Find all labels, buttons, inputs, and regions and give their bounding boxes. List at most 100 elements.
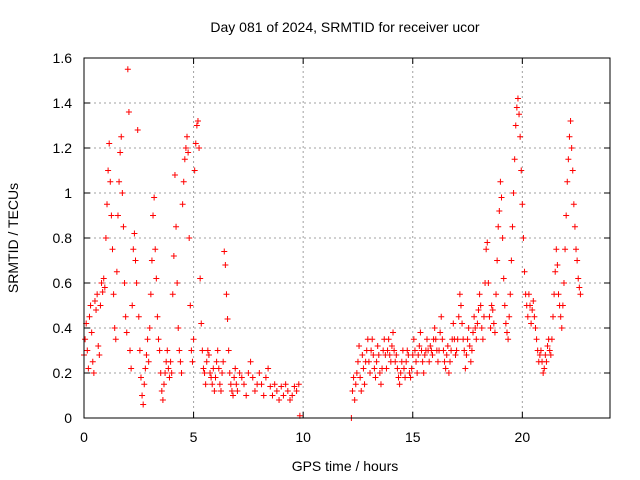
- data-point: [162, 370, 169, 376]
- data-point: [177, 358, 184, 365]
- data-point: [353, 370, 360, 376]
- y-tick-label: 0.8: [53, 230, 73, 246]
- data-point: [391, 347, 398, 354]
- data-point: [564, 178, 571, 185]
- data-point: [170, 253, 177, 259]
- data-point: [528, 320, 535, 327]
- data-point: [514, 95, 521, 102]
- data-point: [565, 156, 572, 163]
- data-point: [421, 352, 428, 358]
- data-point: [453, 347, 460, 354]
- data-point: [559, 302, 566, 309]
- data-point: [176, 347, 183, 354]
- data-point: [525, 291, 532, 298]
- data-point: [432, 336, 439, 343]
- y-tick-label: 1.4: [53, 95, 73, 111]
- data-point: [189, 358, 196, 365]
- data-point: [210, 365, 217, 372]
- data-point: [200, 365, 207, 372]
- data-point: [472, 325, 479, 331]
- data-point: [98, 280, 105, 286]
- data-point: [205, 352, 212, 358]
- data-point: [403, 358, 410, 365]
- data-point: [240, 381, 247, 388]
- data-point: [179, 201, 186, 208]
- data-point: [365, 358, 372, 365]
- data-point: [135, 313, 142, 320]
- data-point: [392, 358, 399, 365]
- data-point: [260, 392, 267, 399]
- data-point: [396, 381, 403, 388]
- data-point: [416, 343, 423, 349]
- data-point: [121, 280, 128, 286]
- data-point: [132, 257, 139, 264]
- x-tick-label: 15: [405, 429, 421, 445]
- data-point: [454, 336, 461, 343]
- data-point: [282, 381, 289, 388]
- data-point: [251, 388, 258, 394]
- data-point: [488, 302, 495, 309]
- data-point: [574, 257, 581, 264]
- data-point: [267, 383, 274, 390]
- data-point: [234, 388, 241, 394]
- data-point: [544, 343, 551, 349]
- data-point: [105, 167, 112, 174]
- data-point: [443, 352, 450, 358]
- data-point: [95, 343, 102, 349]
- data-point: [499, 235, 506, 241]
- data-point: [498, 194, 505, 201]
- data-point: [89, 358, 96, 365]
- data-point: [557, 313, 564, 320]
- data-point: [554, 262, 561, 268]
- data-point: [516, 111, 523, 118]
- data-point: [118, 133, 125, 140]
- data-point: [156, 347, 163, 354]
- data-point: [434, 358, 441, 365]
- data-point: [194, 118, 201, 124]
- data-point: [408, 365, 415, 372]
- data-point: [447, 358, 454, 365]
- data-point: [373, 358, 380, 365]
- data-point: [494, 257, 501, 264]
- data-point: [85, 365, 92, 372]
- data-point: [193, 122, 200, 129]
- data-point: [407, 374, 414, 381]
- data-point: [471, 313, 478, 320]
- data-point: [441, 358, 448, 365]
- data-point: [100, 275, 107, 282]
- data-point: [147, 291, 154, 298]
- data-point: [507, 291, 514, 298]
- data-point: [155, 336, 162, 343]
- data-point: [197, 275, 204, 282]
- data-point: [377, 381, 384, 388]
- data-point: [573, 246, 580, 253]
- data-point: [496, 208, 503, 214]
- y-tick-label: 0: [64, 410, 72, 426]
- data-point: [134, 127, 141, 133]
- data-point: [128, 365, 135, 372]
- data-point: [390, 329, 397, 336]
- data-point: [367, 370, 374, 376]
- y-tick-label: 1.6: [53, 50, 73, 66]
- data-point: [111, 325, 118, 331]
- data-point: [395, 374, 402, 381]
- data-point: [114, 212, 121, 219]
- data-point: [203, 358, 210, 365]
- data-point: [372, 374, 379, 381]
- data-point: [249, 374, 256, 381]
- data-point: [269, 392, 276, 399]
- data-point: [182, 145, 189, 151]
- data-point: [231, 374, 238, 381]
- data-point: [376, 370, 383, 376]
- data-point: [563, 212, 570, 219]
- data-point: [140, 401, 147, 408]
- data-point: [137, 374, 144, 381]
- data-point: [265, 365, 272, 372]
- data-point: [465, 325, 472, 331]
- data-point: [570, 201, 577, 208]
- data-point: [226, 370, 233, 376]
- data-point: [358, 388, 365, 394]
- data-point: [168, 370, 175, 376]
- data-point: [479, 336, 486, 343]
- data-points: [81, 66, 584, 421]
